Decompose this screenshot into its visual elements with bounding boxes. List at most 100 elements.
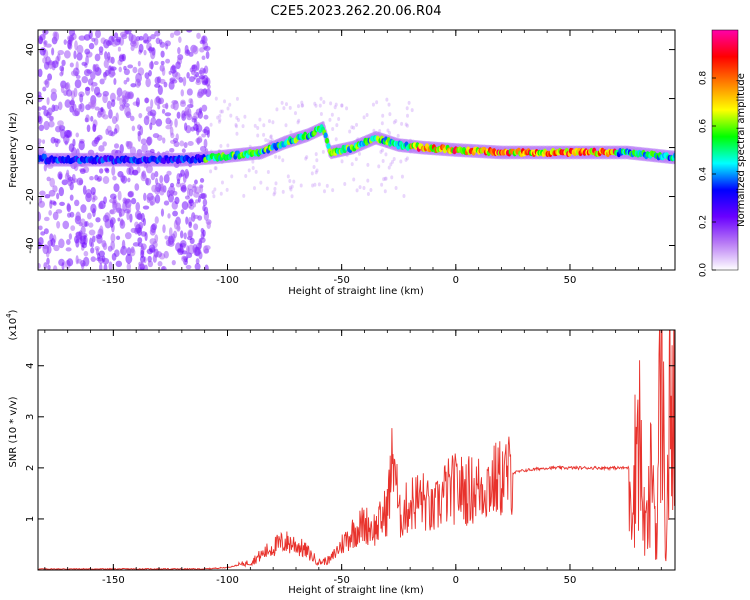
noise-blob [203, 126, 210, 136]
noise-blob [381, 159, 385, 164]
noise-blob [150, 49, 156, 60]
noise-blob [196, 60, 200, 71]
noise-blob [305, 155, 309, 160]
noise-blob [131, 125, 136, 132]
noise-blob [140, 173, 147, 182]
noise-blob [111, 99, 116, 107]
spectrogram-xlabel: Height of straight line (km) [288, 286, 424, 297]
noise-blob [86, 124, 91, 133]
noise-blob [102, 257, 110, 265]
noise-blob [280, 100, 284, 105]
noise-blob [56, 192, 60, 200]
noise-blob [38, 106, 42, 111]
noise-blob [322, 100, 326, 105]
noise-blob [407, 100, 411, 105]
noise-blob [143, 49, 147, 56]
noise-blob [256, 133, 260, 138]
noise-blob [281, 189, 285, 194]
noise-blob [167, 213, 171, 219]
noise-blob [275, 107, 279, 112]
noise-blob [138, 35, 144, 41]
noise-blob [153, 61, 159, 66]
noise-blob [176, 111, 181, 119]
noise-blob [165, 239, 172, 247]
noise-blob [289, 130, 293, 135]
noise-blob [404, 122, 408, 127]
noise-blob [120, 218, 124, 226]
noise-blob [177, 47, 181, 55]
noise-blob [179, 101, 187, 108]
noise-blob [165, 42, 169, 50]
noise-blob [203, 138, 208, 149]
noise-blob [152, 113, 156, 119]
noise-blob [114, 32, 119, 39]
noise-blob [201, 80, 209, 86]
noise-blob [296, 104, 300, 109]
ridge-mark [42, 153, 47, 160]
noise-blob [266, 138, 270, 143]
noise-blob [109, 198, 116, 204]
noise-blob [124, 30, 132, 35]
noise-blob [115, 112, 119, 122]
noise-blob [191, 64, 196, 70]
noise-blob [145, 178, 152, 186]
noise-blob [172, 210, 178, 217]
noise-blob [38, 138, 42, 144]
noise-blob [91, 37, 96, 42]
y-tick-label: 1 [25, 516, 36, 522]
noise-blob [109, 217, 116, 225]
noise-blob [171, 260, 176, 266]
noise-blob [235, 115, 239, 120]
noise-blob [219, 109, 223, 114]
noise-blob [185, 264, 192, 270]
noise-blob [137, 60, 141, 67]
noise-blob [175, 181, 181, 188]
noise-blob [38, 147, 45, 152]
noise-blob [64, 99, 72, 108]
noise-blob [180, 209, 185, 215]
noise-blob [75, 255, 79, 265]
noise-blob [170, 103, 176, 110]
noise-blob [123, 209, 131, 214]
noise-blob [47, 107, 53, 116]
colorbar-tick-label: 0.8 [699, 71, 709, 86]
noise-blob [107, 130, 114, 137]
noise-blob [73, 87, 78, 98]
noise-blob [151, 184, 158, 193]
noise-blob [84, 221, 89, 227]
noise-blob [235, 131, 239, 136]
noise-blob [102, 176, 110, 185]
noise-blob [293, 111, 297, 116]
noise-blob [159, 78, 166, 84]
noise-blob [183, 142, 188, 149]
noise-blob [50, 91, 58, 102]
noise-blob [333, 105, 337, 110]
noise-blob [184, 106, 189, 116]
noise-blob [137, 132, 141, 142]
noise-blob [366, 178, 370, 183]
noise-blob [83, 256, 90, 267]
noise-blob [171, 99, 179, 105]
noise-blob [156, 134, 163, 141]
noise-blob [199, 145, 207, 152]
noise-blob [176, 173, 181, 182]
noise-blob [169, 120, 173, 127]
noise-blob [357, 151, 361, 156]
ridge-mark [323, 132, 328, 139]
noise-blob [81, 75, 89, 84]
noise-blob [63, 50, 71, 59]
noise-blob [262, 132, 266, 137]
noise-blob [132, 66, 138, 74]
noise-blob [46, 97, 50, 106]
noise-blob [57, 101, 63, 111]
noise-blob [147, 260, 154, 268]
noise-blob [159, 41, 166, 48]
noise-blob [242, 193, 246, 198]
colorbar-tick-label: 0.4 [699, 167, 709, 182]
noise-blob [98, 168, 104, 174]
noise-blob [38, 124, 45, 132]
noise-blob [168, 227, 173, 237]
noise-blob [152, 254, 157, 263]
noise-blob [161, 67, 166, 77]
noise-blob [135, 97, 140, 108]
